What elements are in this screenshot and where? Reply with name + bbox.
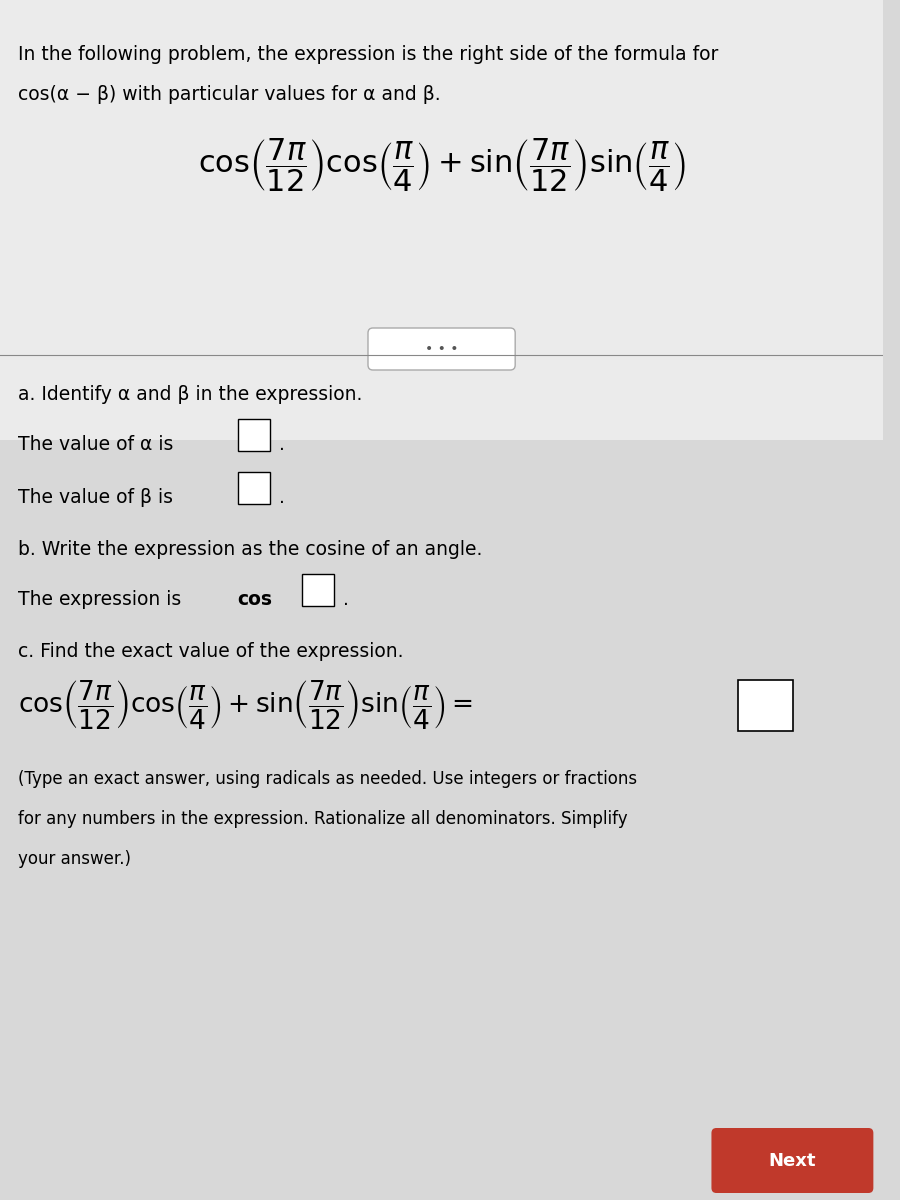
Text: b. Write the expression as the cosine of an angle.: b. Write the expression as the cosine of…: [18, 540, 482, 559]
FancyBboxPatch shape: [0, 440, 883, 1200]
Text: c. Find the exact value of the expression.: c. Find the exact value of the expressio…: [18, 642, 403, 661]
FancyBboxPatch shape: [238, 419, 270, 451]
Text: (Type an exact answer, using radicals as needed. Use integers or fractions: (Type an exact answer, using radicals as…: [18, 770, 637, 788]
Text: Next: Next: [769, 1152, 815, 1170]
FancyBboxPatch shape: [711, 1128, 873, 1193]
Text: The value of α is: The value of α is: [18, 434, 173, 454]
Text: $\cos\!\left(\dfrac{7\pi}{12}\right)\cos\!\left(\dfrac{\pi}{4}\right)+\sin\!\lef: $\cos\!\left(\dfrac{7\pi}{12}\right)\cos…: [198, 137, 686, 193]
FancyBboxPatch shape: [302, 574, 334, 606]
Text: The expression is: The expression is: [18, 590, 187, 608]
Text: In the following problem, the expression is the right side of the formula for: In the following problem, the expression…: [18, 44, 718, 64]
Text: • • •: • • •: [425, 342, 458, 356]
Text: for any numbers in the expression. Rationalize all denominators. Simplify: for any numbers in the expression. Ratio…: [18, 810, 627, 828]
Text: cos: cos: [238, 590, 273, 608]
Text: .: .: [344, 590, 349, 608]
FancyBboxPatch shape: [368, 328, 515, 370]
Text: cos(α − β) with particular values for α and β.: cos(α − β) with particular values for α …: [18, 85, 440, 104]
Text: $\cos\!\left(\dfrac{7\pi}{12}\right)\cos\!\left(\dfrac{\pi}{4}\right)+\sin\!\lef: $\cos\!\left(\dfrac{7\pi}{12}\right)\cos…: [18, 678, 472, 732]
Text: your answer.): your answer.): [18, 850, 130, 868]
FancyBboxPatch shape: [738, 680, 793, 731]
FancyBboxPatch shape: [238, 472, 270, 504]
Text: .: .: [279, 434, 284, 454]
Text: a. Identify α and β in the expression.: a. Identify α and β in the expression.: [18, 385, 362, 404]
Text: .: .: [279, 488, 284, 506]
Text: The value of β is: The value of β is: [18, 488, 173, 506]
FancyBboxPatch shape: [0, 0, 883, 440]
